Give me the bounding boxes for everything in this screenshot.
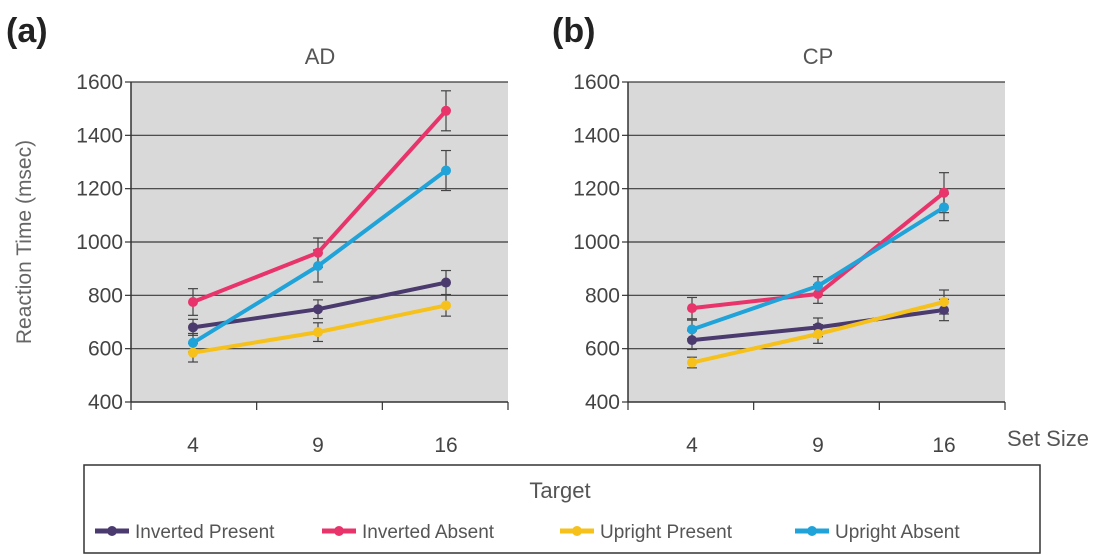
data-point (313, 304, 323, 315)
data-point (939, 187, 949, 198)
data-point (188, 297, 198, 307)
legend-label: Upright Present (600, 522, 733, 543)
data-point (687, 303, 697, 314)
data-point (813, 281, 823, 291)
y-axis-label: Reaction Time (msec) (13, 140, 36, 344)
x-tick-label: 4 (686, 434, 698, 457)
y-tick-label: 1400 (573, 124, 620, 147)
plot-area-ad: 400 600 800 1000 1200 1400 1600 4 9 16 (76, 71, 509, 457)
legend: Target Inverted Present Inverted Absent Up… (83, 464, 1041, 554)
y-tick-label: 1000 (573, 231, 620, 254)
legend-swatch-marker (807, 526, 817, 536)
y-tick-label: 800 (88, 284, 123, 307)
y-tick-label: 1000 (76, 231, 123, 254)
data-point (687, 335, 697, 346)
data-point (939, 305, 949, 315)
data-point (188, 347, 198, 358)
x-tick-label: 4 (187, 434, 199, 457)
y-tick-label: 1600 (573, 71, 620, 94)
x-tick-label: 9 (312, 434, 324, 457)
y-tick-label: 400 (88, 391, 123, 414)
x-tick-label: 16 (932, 434, 955, 457)
legend-box (83, 464, 1041, 554)
data-point (813, 289, 823, 299)
data-point (441, 165, 451, 176)
y-tick-label: 800 (585, 284, 620, 307)
data-point (441, 105, 451, 116)
y-tick-label: 1600 (76, 71, 123, 94)
panel-cp: (b) CP 400 600 800 1000 1200 1400 1600 4 9 16 (552, 12, 1006, 457)
data-point (939, 202, 949, 213)
y-tick-label: 1200 (76, 178, 123, 201)
data-point (441, 277, 451, 288)
legend-swatch-marker (572, 526, 582, 536)
data-point (313, 247, 323, 258)
data-point (313, 261, 323, 271)
y-tick-label: 400 (585, 391, 620, 414)
legend-label: Inverted Present (135, 522, 275, 543)
panel-title-ad: AD (305, 44, 336, 69)
panel-label-a: (a) (6, 12, 48, 50)
data-point (813, 329, 823, 339)
data-point (188, 337, 198, 348)
data-point (313, 327, 323, 338)
x-tick-label: 9 (812, 434, 824, 457)
x-axis-label: Set Size (1007, 426, 1089, 451)
y-tick-label: 1400 (76, 124, 123, 147)
legend-label: Upright Absent (835, 522, 960, 543)
x-tick-label: 16 (434, 434, 457, 457)
data-point (939, 297, 949, 307)
y-tick-label: 600 (585, 338, 620, 361)
panel-title-cp: CP (803, 44, 834, 69)
legend-swatch-marker (334, 526, 344, 536)
y-tick-label: 600 (88, 338, 123, 361)
data-point (687, 324, 697, 335)
legend-entries: Inverted Present Inverted Absent Upright P… (95, 522, 960, 543)
y-tick-label: 1200 (573, 178, 620, 201)
legend-title: Target (529, 478, 590, 503)
legend-label: Inverted Absent (362, 522, 495, 543)
data-point (441, 300, 451, 311)
data-point (687, 357, 697, 368)
panel-label-b: (b) (552, 12, 595, 50)
legend-swatch-marker (107, 526, 117, 536)
data-point (188, 322, 198, 333)
plot-area-cp: 400 600 800 1000 1200 1400 1600 4 9 16 (573, 71, 1006, 457)
panel-ad: (a) AD Reaction Time (msec) 400 600 800 100… (6, 12, 509, 457)
